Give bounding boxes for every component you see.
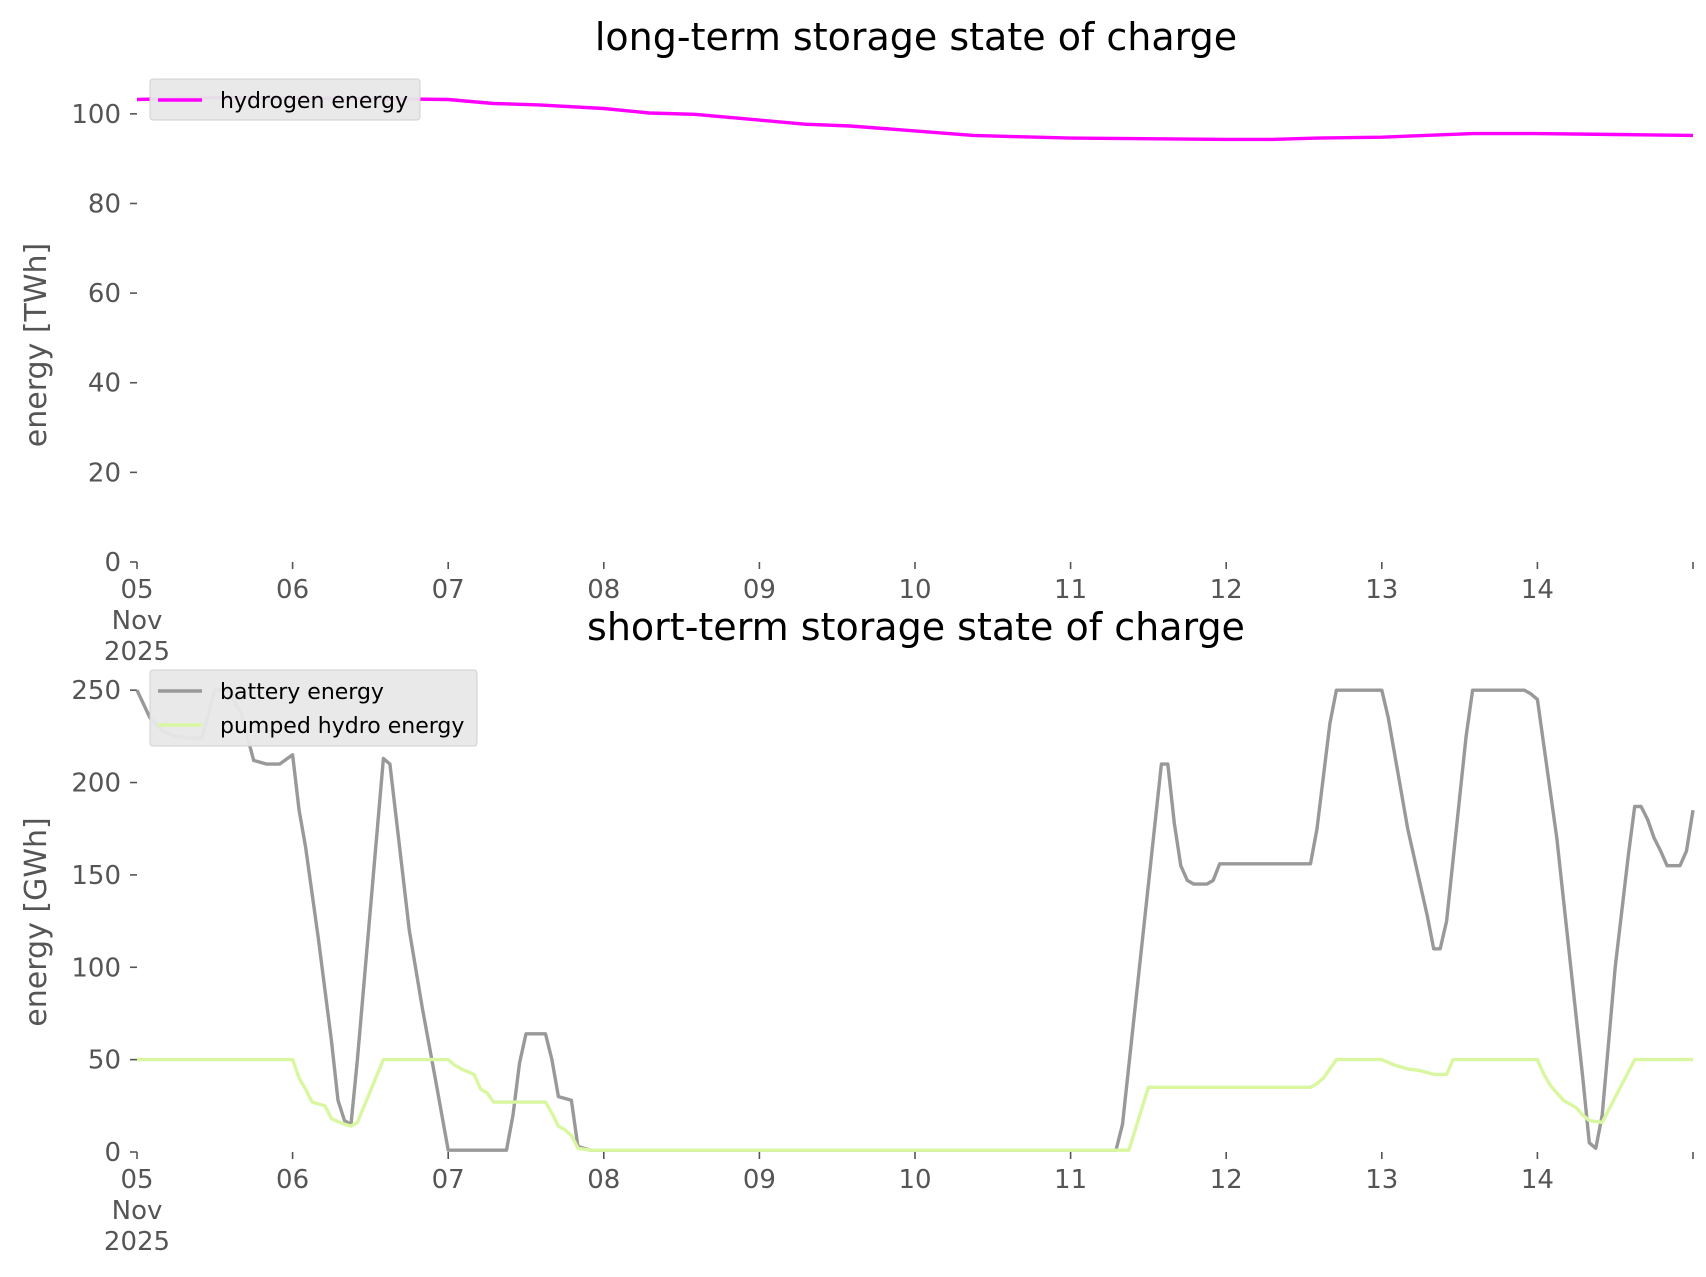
- long-term-x-tick-label: 2025: [104, 637, 170, 667]
- short-term-x-tick-label: 08: [587, 1165, 620, 1195]
- long-term-legend-label: hydrogen energy: [220, 89, 408, 114]
- long-term-y-tick-label: 20: [88, 458, 121, 488]
- short-term-chart-title: short-term storage state of charge: [587, 605, 1245, 649]
- long-term-y-tick-label: 40: [88, 369, 121, 399]
- long-term-y-tick-label: 60: [88, 279, 121, 309]
- long-term-x-tick-label: 05: [120, 575, 153, 605]
- long-term-series-hydrogen-energy-line: [136, 96, 1694, 142]
- long-term-x-tick-label: Nov: [112, 606, 163, 636]
- short-term-series-battery-energy-line: [135, 688, 1695, 1152]
- short-term-y-tick-label: 200: [71, 769, 121, 799]
- long-term-x-tick-label: 08: [587, 575, 620, 605]
- long-term-legend: hydrogen energy: [149, 78, 421, 121]
- short-term-series-pumped-hydro-energy-line: [137, 1057, 1693, 1152]
- short-term-x-tick-label: 13: [1365, 1165, 1398, 1195]
- short-term-legend: battery energy pumped hydro energy: [149, 669, 478, 747]
- short-term-legend-label: pumped hydro energy: [220, 714, 464, 739]
- short-term-legend-box: [149, 669, 478, 747]
- short-term-x-tick-label: 14: [1521, 1165, 1554, 1195]
- long-term-y-axis-label: energy [TWh]: [19, 243, 54, 447]
- short-term-y-tick-label: 250: [71, 676, 121, 706]
- short-term-x-tick-label: 11: [1054, 1165, 1087, 1195]
- short-term-storage-panel: short-term storage state of charge energ…: [19, 605, 1695, 1257]
- short-term-x-tick-label: 12: [1210, 1165, 1243, 1195]
- long-term-x-tick-label: 09: [743, 575, 776, 605]
- short-term-y-tick-label: 50: [88, 1046, 121, 1076]
- short-term-legend-label: battery energy: [220, 680, 384, 705]
- long-term-x-tick-label: 06: [276, 575, 309, 605]
- short-term-y-axis-label: energy [GWh]: [19, 817, 54, 1026]
- long-term-y-tick-label: 0: [104, 548, 121, 578]
- long-term-legend-box: [149, 78, 421, 121]
- long-term-x-tick-label: 11: [1054, 575, 1087, 605]
- short-term-x-tick-label: 07: [432, 1165, 465, 1195]
- short-term-x-tick-label: 2025: [104, 1227, 170, 1257]
- short-term-y-tick-label: 100: [71, 953, 121, 983]
- long-term-x-tick-label: 13: [1365, 575, 1398, 605]
- long-term-storage-panel: long-term storage state of charge energy…: [19, 15, 1694, 667]
- short-term-y-tick-label: 150: [71, 861, 121, 891]
- short-term-x-tick-label: Nov: [112, 1196, 163, 1226]
- long-term-x-tick-label: 12: [1210, 575, 1243, 605]
- short-term-x-tick-label: 10: [898, 1165, 931, 1195]
- short-term-y-tick-label: 0: [104, 1138, 121, 1168]
- long-term-x-tick-label: 14: [1521, 575, 1554, 605]
- short-term-x-tick-label: 09: [743, 1165, 776, 1195]
- short-term-x-tick-label: 05: [120, 1165, 153, 1195]
- long-term-y-tick-label: 100: [71, 100, 121, 130]
- short-term-x-tick-label: 06: [276, 1165, 309, 1195]
- long-term-x-tick-label: 07: [432, 575, 465, 605]
- long-term-y-tick-label: 80: [88, 189, 121, 219]
- long-term-x-tick-label: 10: [898, 575, 931, 605]
- long-term-chart-title: long-term storage state of charge: [595, 15, 1237, 59]
